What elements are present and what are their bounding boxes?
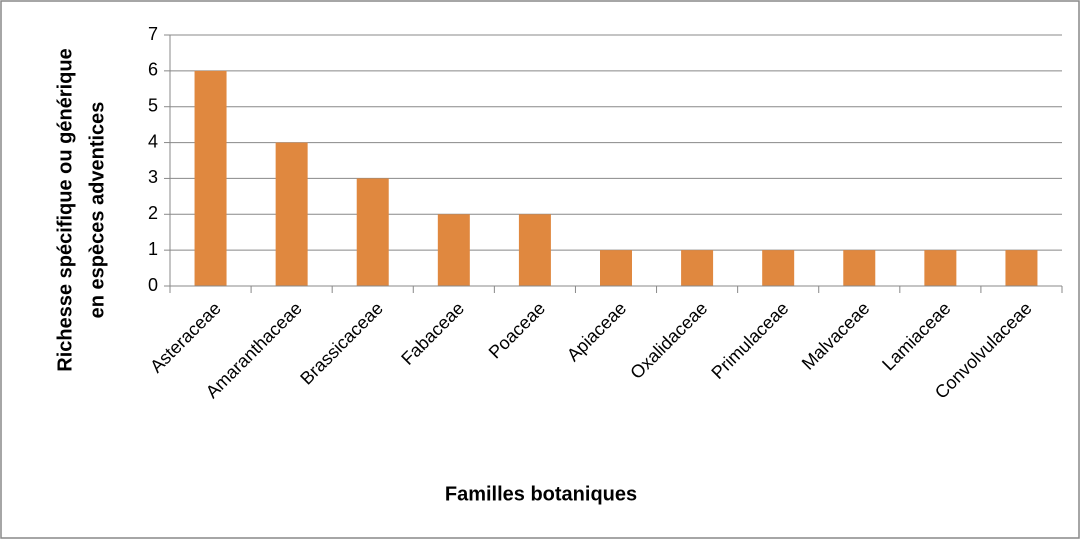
bar — [275, 142, 308, 286]
bar — [924, 250, 957, 286]
bar — [681, 250, 714, 286]
x-axis-title: Familles botaniques — [445, 483, 637, 505]
y-tick-label: 1 — [148, 239, 158, 259]
bar — [843, 250, 876, 286]
y-tick-label: 6 — [148, 60, 158, 80]
bar — [1005, 250, 1038, 286]
y-axis-title: en espèces adventices — [86, 102, 108, 319]
bar — [762, 250, 795, 286]
y-tick-label: 2 — [148, 203, 158, 223]
y-tick-label: 3 — [148, 167, 158, 187]
y-tick-label: 5 — [148, 95, 158, 115]
y-tick-label: 7 — [148, 24, 158, 44]
bar — [600, 250, 632, 286]
bar — [194, 70, 227, 286]
y-tick-label: 4 — [148, 131, 158, 151]
y-tick-label: 0 — [148, 275, 158, 295]
bar — [437, 214, 470, 286]
y-axis-title: Richesse spécifique ou générique — [54, 48, 76, 371]
bar — [518, 214, 551, 286]
bar — [356, 178, 389, 286]
